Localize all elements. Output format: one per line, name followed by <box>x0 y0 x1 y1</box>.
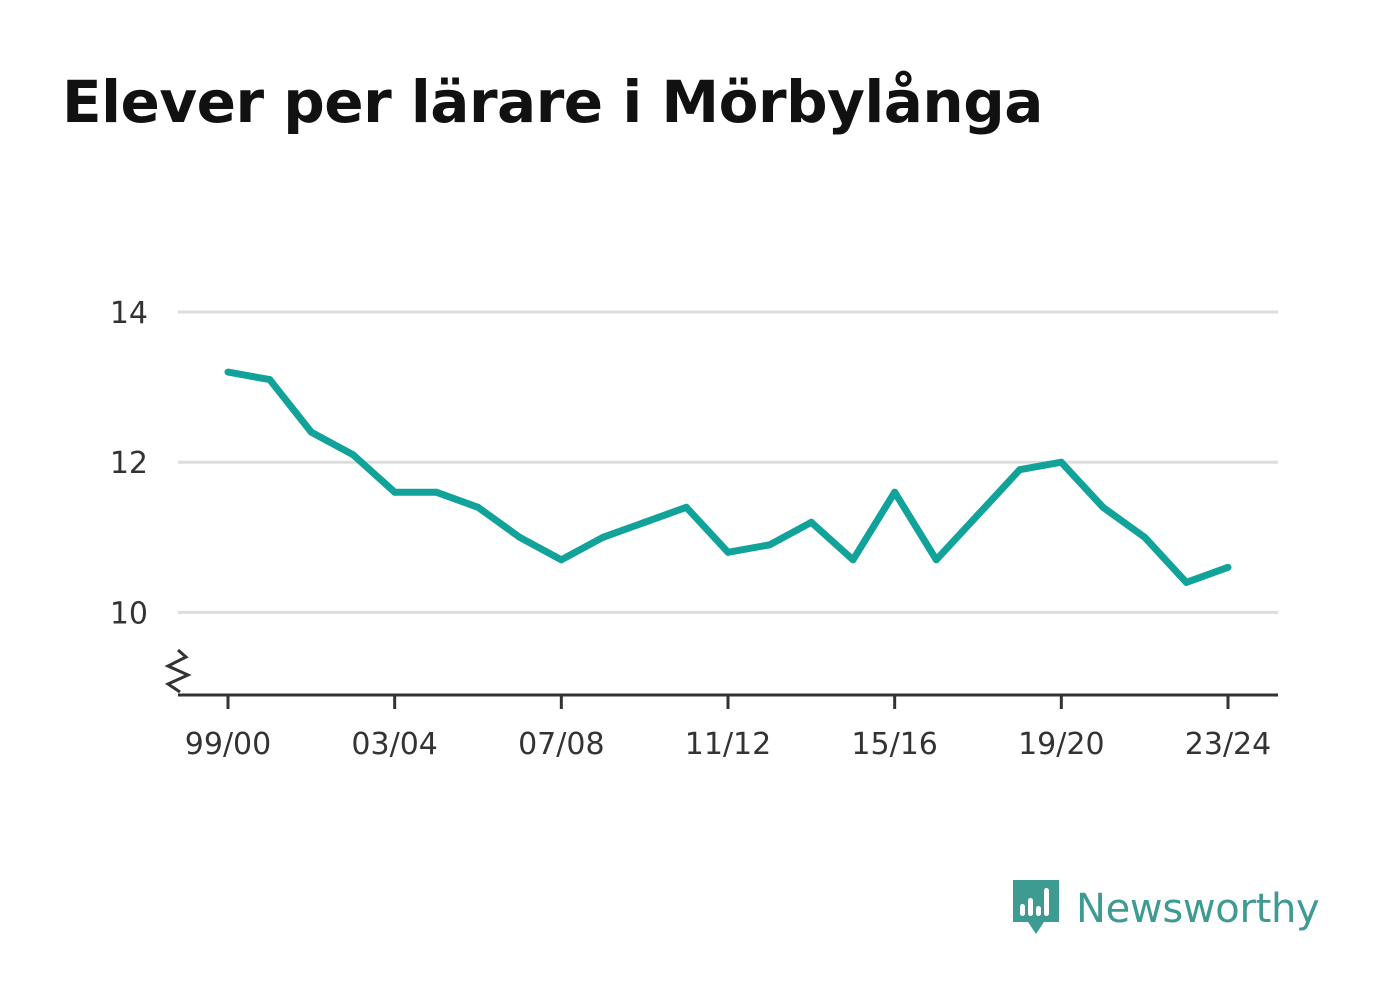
y-tick-label-10: 10 <box>110 596 148 631</box>
data-point-08/09 <box>599 533 607 541</box>
data-point-17/18 <box>974 511 982 519</box>
y-axis: 10 12 14 <box>110 296 148 631</box>
data-point-07/08 <box>557 556 565 564</box>
data-point-99/00 <box>224 368 232 376</box>
data-point-01/02 <box>307 428 315 436</box>
x-tick-label-07/08: 07/08 <box>518 727 604 762</box>
y-tick-label-12: 12 <box>110 446 148 481</box>
data-point-10/11 <box>682 503 690 511</box>
axis-break-icon <box>164 648 192 694</box>
data-point-06/07 <box>516 533 524 541</box>
x-tick-label-23/24: 23/24 <box>1185 727 1271 762</box>
data-point-03/04 <box>391 488 399 496</box>
data-point-22/23 <box>1182 578 1190 586</box>
x-tick-label-19/20: 19/20 <box>1018 727 1104 762</box>
data-point-09/10 <box>641 518 649 526</box>
gridlines <box>178 310 1278 614</box>
x-tick-label-99/00: 99/00 <box>185 727 271 762</box>
x-tick-label-15/16: 15/16 <box>851 727 937 762</box>
y-tick-label-14: 14 <box>110 296 148 331</box>
x-tick-label-03/04: 03/04 <box>351 727 437 762</box>
x-axis: 99/00 03/04 07/08 11/12 15/16 19/20 23/24 <box>178 693 1278 762</box>
x-tick-label-11/12: 11/12 <box>685 727 771 762</box>
data-point-12/13 <box>766 541 774 549</box>
newsworthy-logo-icon <box>1013 880 1059 934</box>
series-group <box>224 368 1232 586</box>
data-point-05/06 <box>474 503 482 511</box>
data-point-20/21 <box>1099 503 1107 511</box>
data-point-15/16 <box>891 488 899 496</box>
data-point-18/19 <box>1016 466 1024 474</box>
data-point-21/22 <box>1141 533 1149 541</box>
data-point-11/12 <box>724 548 732 556</box>
data-point-00/01 <box>266 376 274 384</box>
data-point-04/05 <box>432 488 440 496</box>
brand: Newsworthy <box>1010 878 1320 940</box>
data-point-23/24 <box>1224 563 1232 571</box>
data-point-13/14 <box>807 518 815 526</box>
data-point-14/15 <box>849 556 857 564</box>
data-point-16/17 <box>932 556 940 564</box>
brand-name: Newsworthy <box>1076 886 1320 932</box>
chart-title: Elever per lärare i Mörbylånga <box>62 68 1043 136</box>
data-point-02/03 <box>349 451 357 459</box>
data-point-19/20 <box>1057 458 1065 466</box>
